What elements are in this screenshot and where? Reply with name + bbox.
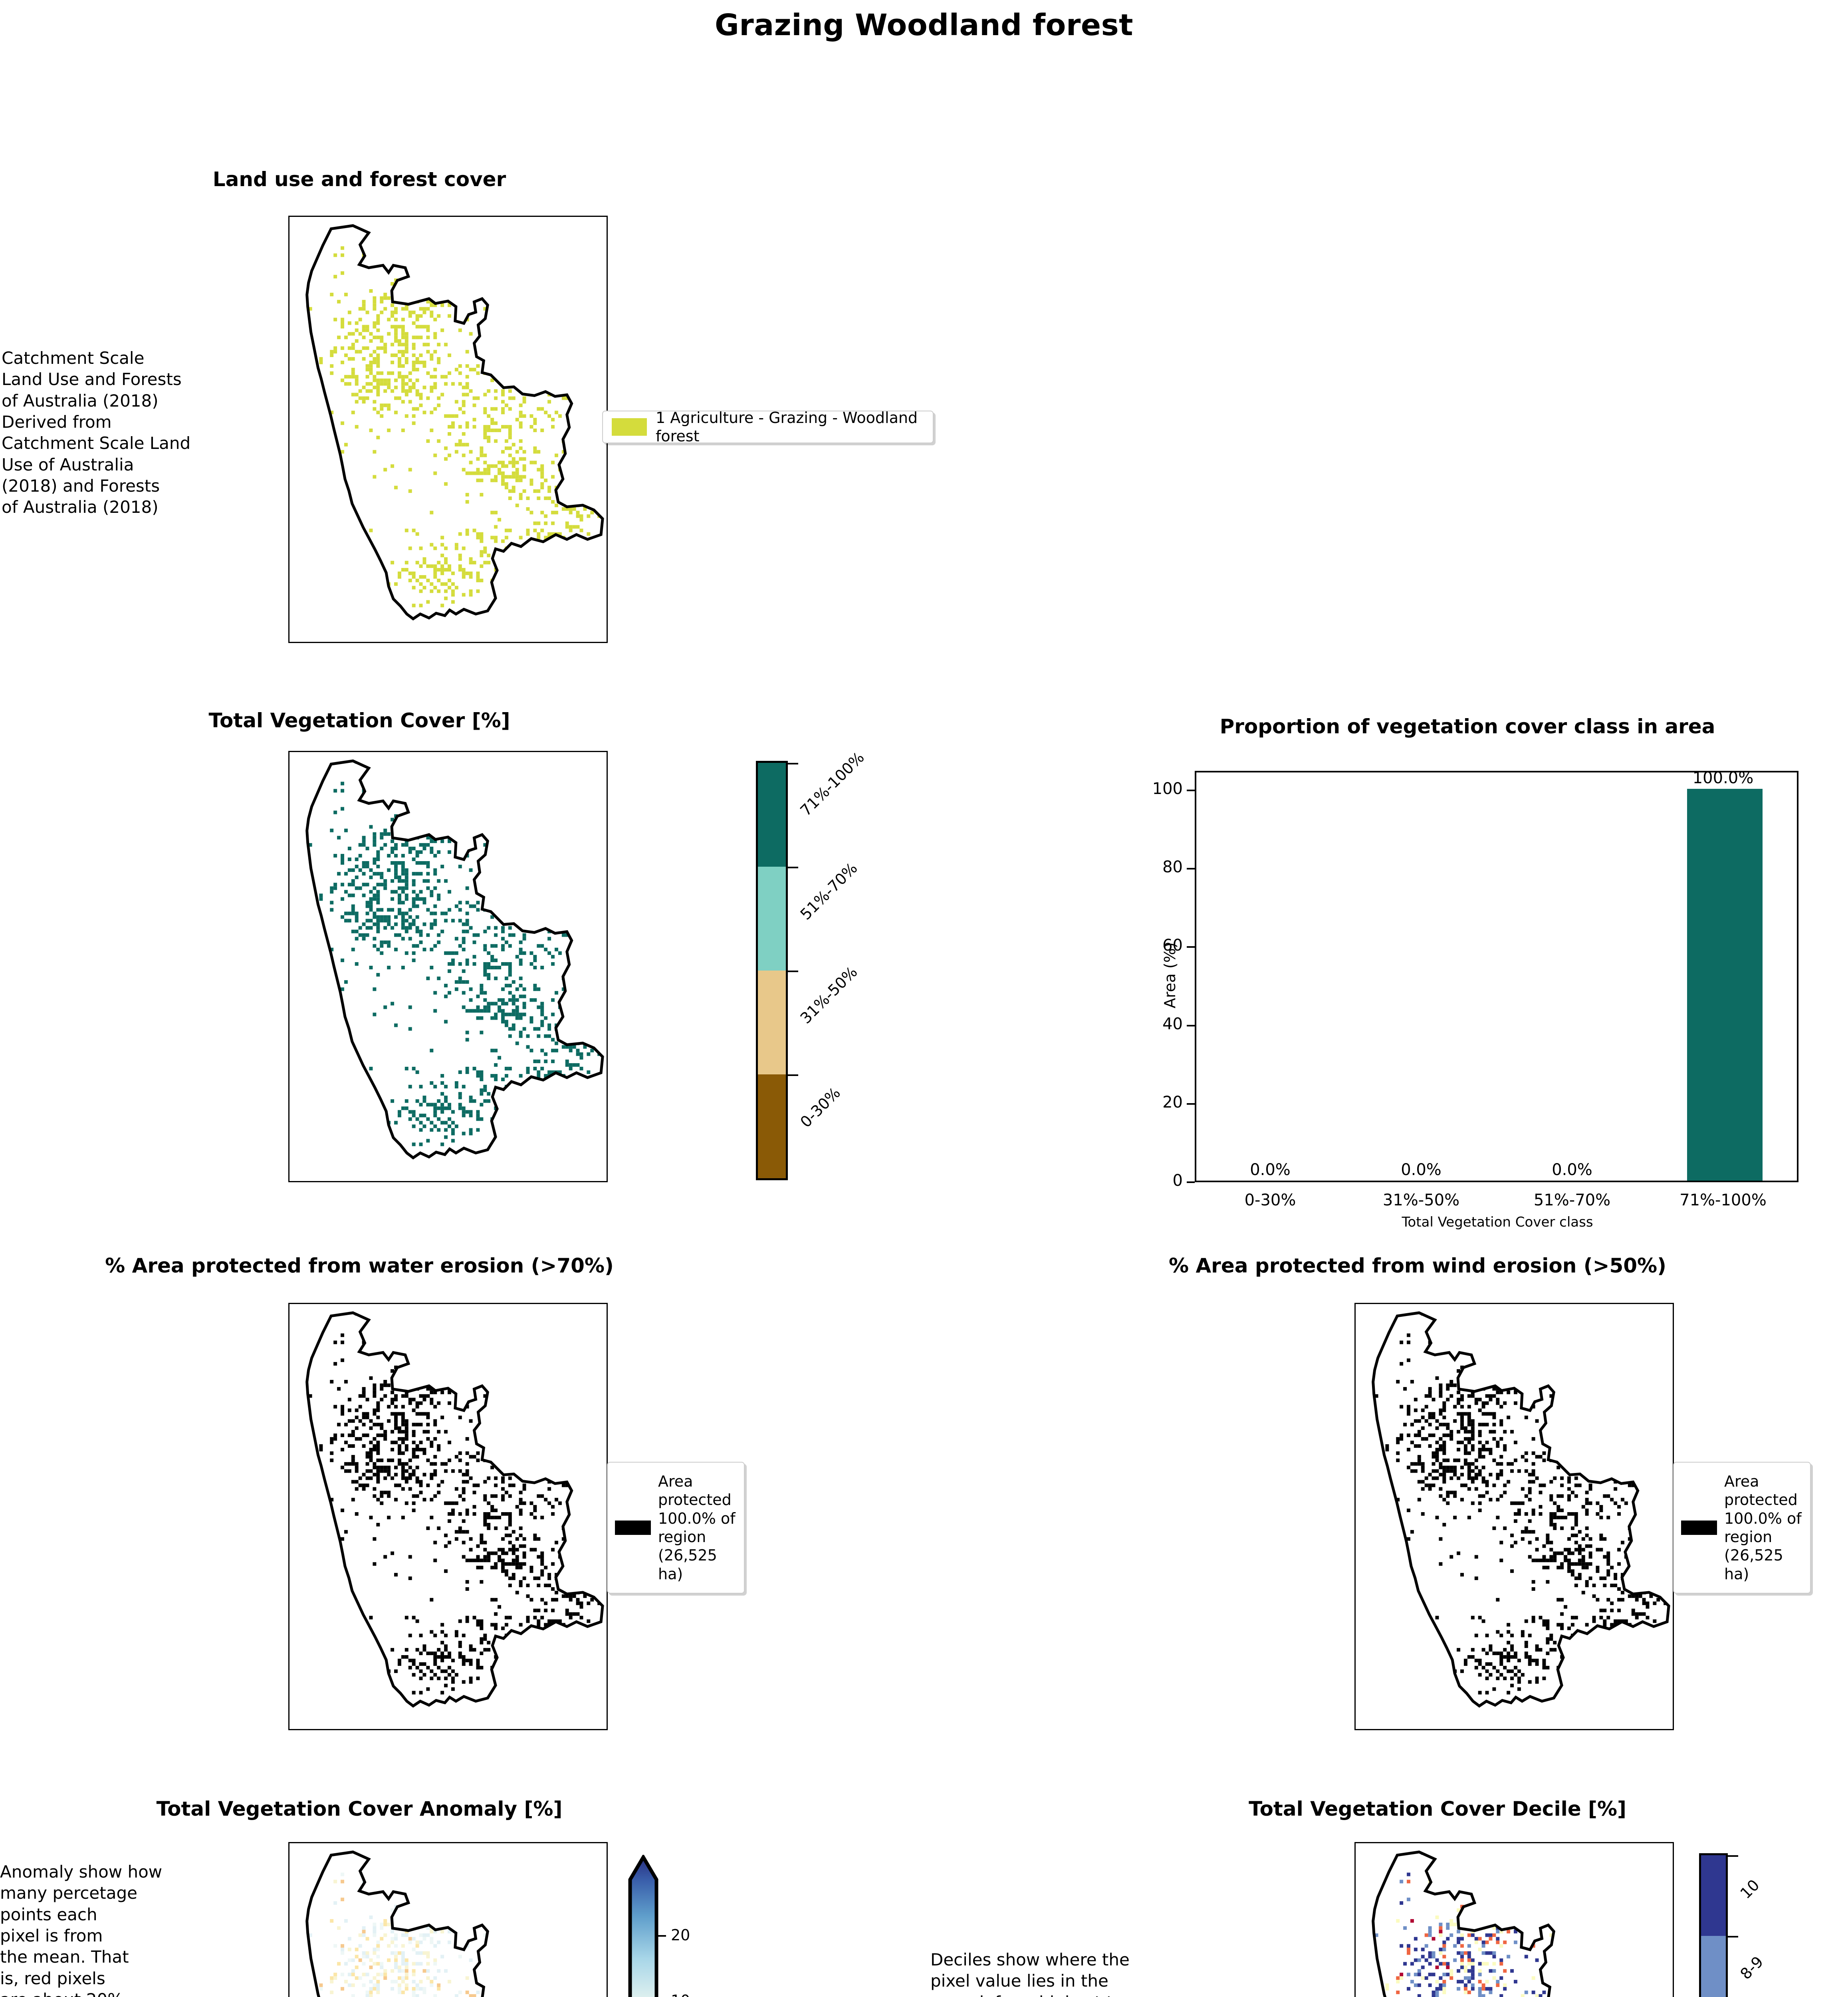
catchment-boundary bbox=[1372, 1311, 1670, 1708]
vegcover-bar-chart bbox=[1195, 771, 1798, 1182]
colorbar-segment bbox=[1701, 1936, 1726, 1997]
landuse-pixels bbox=[307, 225, 603, 619]
colorbar-tick-label: 71%-100% bbox=[797, 748, 868, 820]
catchment-boundary bbox=[305, 1311, 604, 1708]
decile-pixels bbox=[1374, 1852, 1669, 1997]
wind-erosion-map bbox=[1354, 1303, 1674, 1730]
page-title: Grazing Woodland forest bbox=[714, 8, 1133, 42]
landuse-map bbox=[288, 216, 608, 643]
water-erosion-legend-swatch bbox=[615, 1521, 651, 1535]
chart-y-tick-label: 100 bbox=[1152, 780, 1183, 798]
wind-erosion-legend-swatch bbox=[1681, 1521, 1717, 1535]
anomaly-map-svg bbox=[305, 1850, 603, 1997]
colorbar-tick-label: 31%-50% bbox=[797, 963, 861, 1027]
colorbar-segment bbox=[1701, 1855, 1726, 1936]
chart-bar-value-label: 0.0% bbox=[1250, 1161, 1291, 1179]
catchment-boundary bbox=[1372, 1850, 1555, 1997]
chart-x-tick-label: 0-30% bbox=[1244, 1191, 1296, 1209]
anomaly-note: Anomaly show how many percetage points e… bbox=[0, 1862, 163, 1997]
wind-erosion-legend[interactable]: Area protected 100.0% of region (26,525 … bbox=[1673, 1462, 1811, 1594]
chart-bar-value-label: 0.0% bbox=[1401, 1161, 1442, 1179]
wind-erosion-legend-label: Area protected 100.0% of region (26,525 … bbox=[1724, 1472, 1802, 1583]
decile-panel-title: Total Vegetation Cover Decile [%] bbox=[1249, 1797, 1626, 1820]
chart-x-tick-label: 71%-100% bbox=[1679, 1191, 1767, 1209]
landuse-panel-title: Land use and forest cover bbox=[212, 168, 506, 191]
water-erosion-map bbox=[288, 1303, 608, 1730]
chart-x-tick-label: 51%-70% bbox=[1533, 1191, 1611, 1209]
anomaly-pixels bbox=[308, 1852, 603, 1997]
chart-bar-value-label: 0.0% bbox=[1552, 1161, 1592, 1179]
colorbar-segment bbox=[758, 763, 786, 867]
anomaly-colorbar bbox=[628, 1855, 658, 1997]
landuse-legend-label: 1 Agriculture - Grazing - Woodland fores… bbox=[656, 409, 918, 445]
decile-map bbox=[1354, 1842, 1674, 1997]
vegcover-panel-title: Total Vegetation Cover [%] bbox=[208, 709, 510, 732]
colorbar-tick-label: 0-30% bbox=[797, 1084, 844, 1131]
catchment-boundary bbox=[305, 224, 604, 621]
chart-y-tick-label: 20 bbox=[1162, 1093, 1183, 1112]
bar bbox=[1687, 789, 1763, 1181]
chart-y-tick-label: 40 bbox=[1162, 1014, 1183, 1033]
water-erosion-legend[interactable]: Area protected 100.0% of region (26,525 … bbox=[607, 1462, 745, 1594]
decile-note: Deciles show where the pixel value lies … bbox=[930, 1950, 1130, 1997]
wind-erosion-map-svg bbox=[1372, 1311, 1670, 1708]
vegcover-map-svg bbox=[305, 759, 604, 1160]
anomaly-map bbox=[288, 1842, 608, 1997]
chart-x-tick-label: 31%-50% bbox=[1382, 1191, 1460, 1209]
water-erosion-pixels bbox=[307, 1312, 603, 1706]
wind-erosion-panel-title: % Area protected from wind erosion (>50%… bbox=[1168, 1254, 1667, 1277]
decile-colorbar bbox=[1699, 1853, 1728, 1997]
catchment-boundary bbox=[305, 1850, 489, 1997]
water-erosion-panel-title: % Area protected from water erosion (>70… bbox=[105, 1254, 614, 1277]
chart-y-tick-label: 80 bbox=[1162, 858, 1183, 877]
colorbar-tick-label: 51%-70% bbox=[797, 859, 861, 923]
landuse-map-svg bbox=[305, 224, 604, 621]
anomaly-tick-label: 20 bbox=[671, 1926, 690, 1944]
chart-y-tick-label: 0 bbox=[1172, 1171, 1183, 1190]
colorbar-segment bbox=[758, 867, 786, 971]
colorbar-segment bbox=[758, 1074, 786, 1178]
catchment-boundary bbox=[305, 759, 604, 1160]
landuse-legend[interactable]: 1 Agriculture - Grazing - Woodland fores… bbox=[602, 409, 934, 445]
chart-bar-value-label: 100.0% bbox=[1692, 769, 1754, 788]
water-erosion-map-svg bbox=[305, 1311, 604, 1708]
anomaly-tick-label: 10 bbox=[671, 1992, 690, 1997]
chart-y-axis-label: Area (%) bbox=[1161, 942, 1179, 1008]
colorbar-tick-label: 10 bbox=[1737, 1876, 1763, 1902]
wind-erosion-pixels bbox=[1373, 1312, 1669, 1706]
colorbar-segment bbox=[758, 971, 786, 1074]
anomaly-panel-title: Total Vegetation Cover Anomaly [%] bbox=[156, 1797, 563, 1820]
vegcover-map bbox=[288, 751, 608, 1182]
chart-title: Proportion of vegetation cover class in … bbox=[1219, 715, 1715, 738]
landuse-legend-swatch bbox=[612, 418, 647, 436]
vegcover-pixels bbox=[307, 761, 603, 1158]
chart-x-axis-label: Total Vegetation Cover class bbox=[1402, 1214, 1593, 1230]
landuse-source-note: Catchment Scale Land Use and Forests of … bbox=[2, 348, 191, 517]
chart-y-tick-label: 60 bbox=[1162, 936, 1183, 955]
vegcover-colorbar bbox=[756, 761, 788, 1180]
colorbar-tick-label: 8-9 bbox=[1737, 1953, 1767, 1983]
water-erosion-legend-label: Area protected 100.0% of region (26,525 … bbox=[658, 1472, 736, 1583]
decile-map-svg bbox=[1372, 1850, 1669, 1997]
